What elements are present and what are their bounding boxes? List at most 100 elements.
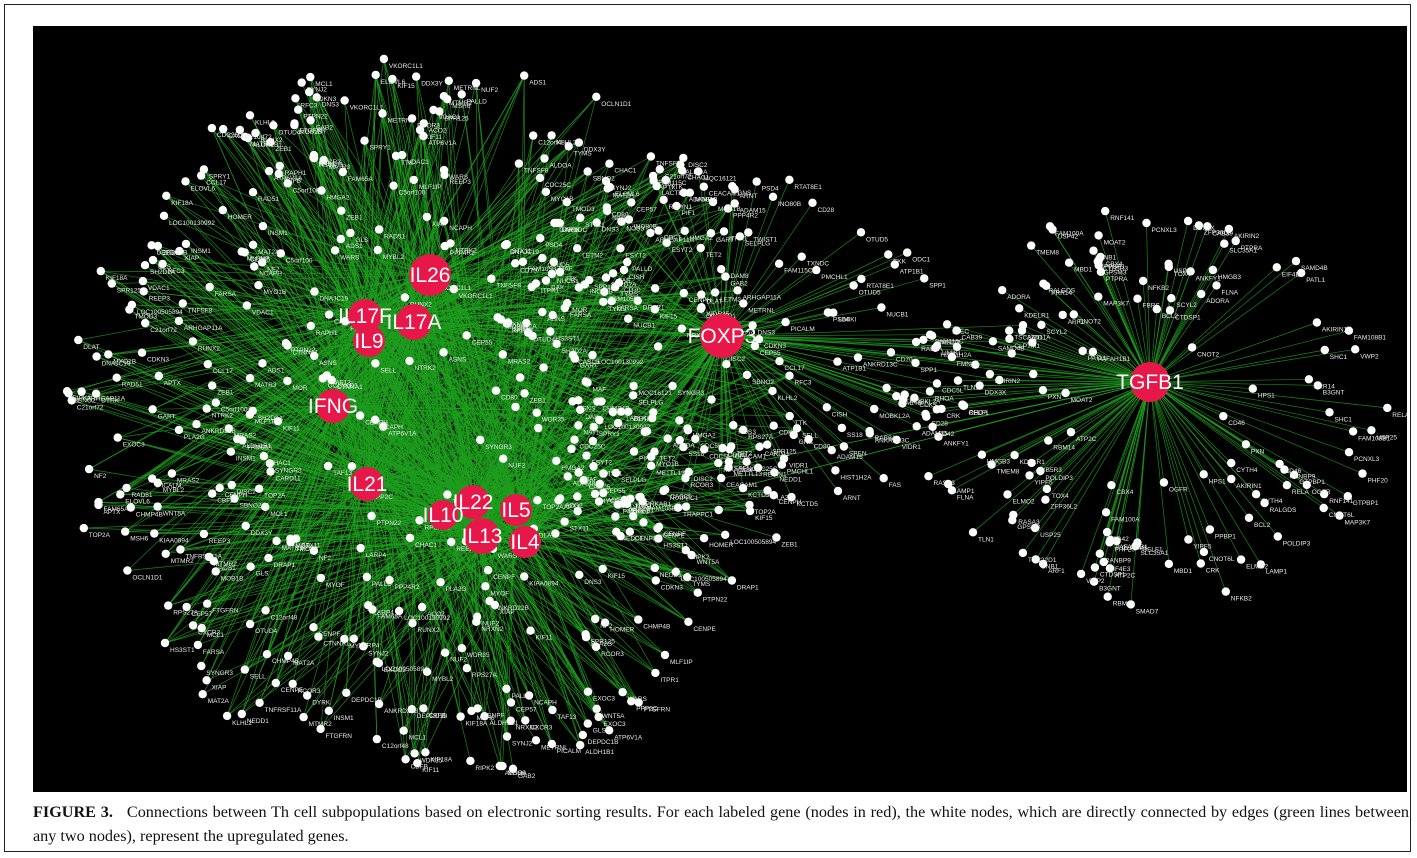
gene-node xyxy=(167,469,177,478)
gene-label: FTGFRN xyxy=(212,608,239,615)
gene-label: MSH6 xyxy=(130,536,148,543)
gene-node xyxy=(309,623,318,632)
gene-label: RUNX2 xyxy=(418,627,440,634)
gene-label: CDC5L xyxy=(942,388,964,395)
network-edge xyxy=(166,195,431,276)
gene-label: DISC2 xyxy=(688,162,708,169)
gene-node xyxy=(755,442,764,451)
gene-node xyxy=(226,447,236,456)
network-edge xyxy=(275,405,334,684)
gene-label: LACTB xyxy=(662,190,683,197)
gene-label: ADORA xyxy=(1206,298,1230,305)
gene-label: VIDR1 xyxy=(789,463,809,470)
gene-label: SYNGR3 xyxy=(485,444,512,451)
gene-node xyxy=(1025,471,1034,480)
gene-label: LARP4 xyxy=(366,552,387,559)
gene-node xyxy=(199,165,209,174)
gene-node xyxy=(104,350,113,359)
gene-node xyxy=(125,305,134,314)
gene-label: ZEB1 xyxy=(217,390,234,397)
gene-label: ARHGAP11A xyxy=(743,294,782,301)
gene-label: HMGA2 xyxy=(561,465,585,472)
gene-label: TOP2A xyxy=(542,504,564,511)
gene-label: SAMD4B xyxy=(1301,265,1328,272)
network-edge xyxy=(363,535,483,647)
gene-node xyxy=(476,435,485,445)
network-edge xyxy=(429,201,714,276)
gene-node xyxy=(1027,241,1036,250)
gene-node xyxy=(1078,346,1087,356)
gene-label: PTPN22 xyxy=(703,597,728,604)
gene-node xyxy=(397,150,407,160)
gene-node xyxy=(541,276,551,285)
gene-label: MRAS2 xyxy=(234,432,257,439)
network-edge xyxy=(100,270,444,516)
gene-node xyxy=(254,484,264,493)
gene-label: VDAC1 xyxy=(252,310,274,317)
gene-label: HS3ST1 xyxy=(663,543,688,550)
gene-label: GLS xyxy=(355,237,369,244)
network-edge xyxy=(413,171,588,323)
gene-label: CD42 xyxy=(1112,536,1129,543)
gene-node xyxy=(1064,258,1074,267)
gene-label: DRAP1 xyxy=(643,305,665,312)
gene-label: ASNS xyxy=(547,316,565,323)
gene-label: CEP57 xyxy=(192,611,213,618)
gene-label: MYO1B xyxy=(551,196,574,203)
gene-node xyxy=(1358,469,1367,478)
network-edge xyxy=(207,363,444,516)
gene-label: CD80 xyxy=(612,211,629,218)
figure-caption: FIGURE 3. Connections between Th cell sub… xyxy=(33,800,1409,848)
gene-label: RBM14 xyxy=(1113,601,1135,608)
gene-label: PXN xyxy=(1048,394,1062,401)
gene-label: PHF20 xyxy=(1368,478,1389,485)
gene-label: DEPDC1B xyxy=(351,697,382,704)
gene-label: ANKRD22B xyxy=(202,428,236,435)
network-edge xyxy=(416,501,474,764)
gene-node xyxy=(1272,263,1282,272)
network-edge xyxy=(442,514,599,718)
gene-label: PLEC xyxy=(952,328,969,335)
gene-node xyxy=(774,259,784,268)
gene-node xyxy=(174,316,184,326)
gene-node xyxy=(140,261,150,270)
gene-label: PLA2G xyxy=(184,434,205,441)
network-edge xyxy=(244,136,431,276)
gene-node xyxy=(237,709,246,719)
gene-label: RFC3 xyxy=(300,102,317,109)
gene-node xyxy=(536,234,545,243)
gene-node xyxy=(729,421,738,430)
gene-label: MAT2A xyxy=(293,660,315,667)
gene-node xyxy=(436,578,445,587)
gene-label: ALDOA xyxy=(550,163,573,170)
gene-node xyxy=(1205,525,1215,534)
gene-label: WARS xyxy=(340,254,360,261)
gene-label: VKORC1L1 xyxy=(389,63,423,70)
gene-label: KIF11 xyxy=(536,635,553,642)
gene-node xyxy=(1291,256,1301,266)
gene-label: ESYT2 xyxy=(592,460,613,467)
gene-node xyxy=(696,243,705,253)
gene-label: CD42 xyxy=(938,431,955,438)
gene-label: NUF2 xyxy=(481,87,498,94)
gene-label: KDELR1 xyxy=(1020,459,1046,466)
gene-node xyxy=(797,252,806,261)
gene-node xyxy=(242,301,252,310)
gene-node xyxy=(1167,294,1176,303)
gene-label: ZFP36L2 xyxy=(1050,504,1077,511)
gene-node xyxy=(877,303,886,312)
gene-node xyxy=(405,356,414,366)
gene-label: ANKFY1 xyxy=(944,441,970,448)
gene-node xyxy=(605,159,614,168)
network-edge xyxy=(268,483,368,559)
network-edge xyxy=(206,340,370,604)
gene-node xyxy=(775,357,784,366)
gene-label: KLHL2 xyxy=(778,395,798,402)
gene-network-graph: TTK NUF2 RAD51 LOC100505894 KLHL2 APTX CENPF NF… xyxy=(62,54,1407,780)
gene-node xyxy=(785,175,794,184)
gene-label: ADAM15 xyxy=(740,208,766,215)
gene-label: GAB2 xyxy=(730,281,748,288)
gene-label: CDKN3 xyxy=(661,585,683,592)
gene-label: KCTD5 xyxy=(797,501,819,508)
gene-label: ZEB1 xyxy=(346,215,363,222)
